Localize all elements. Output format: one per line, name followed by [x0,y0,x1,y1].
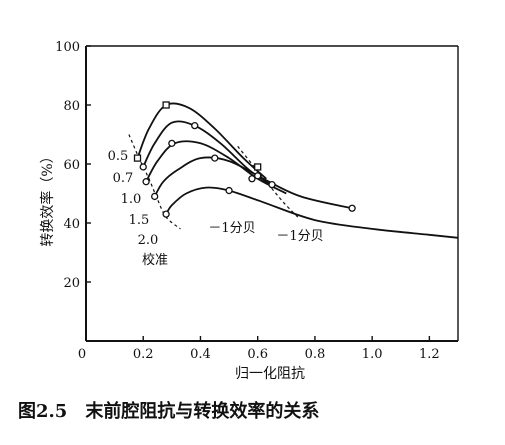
marker-0-2 [254,163,262,171]
annotation-6: －1分贝 [208,221,255,236]
figure-caption: 图2.5 末前腔阻抗与转换效率的关系 [18,401,320,422]
marker-3-3 [348,204,356,212]
annotation-5: 校准 [142,252,168,268]
curve-label-2: 1.0 [121,192,142,207]
marker-1-1 [191,122,199,130]
labels: 归一化阻抗 转换效率（%） 0.5 0.7 1.0 1.5 2.0 校准 －1分贝 －1分贝 [39,149,324,382]
curve-label-3: 1.5 [129,213,150,228]
series-line-0 [136,102,267,180]
x-tick-label-0: 0 [78,347,86,362]
db-boundary-right [237,145,299,218]
marker-3-2 [268,180,276,189]
marker-0-0 [133,154,142,162]
series-line-4 [165,186,459,239]
x-tick-label-4: 0.8 [305,347,326,362]
x-tick-label-6: 1.2 [419,347,440,362]
curve-label-0: 0.5 [108,149,129,164]
marker-3-0 [151,192,159,201]
x-tick-label-5: 1.0 [362,347,383,362]
x-tick-label-3: 0.6 [247,347,268,362]
marker-4-0 [162,210,170,218]
marker-3-1 [211,154,219,162]
marker-1-2 [254,172,262,180]
x-axis-label: 归一化阻抗 [235,365,305,382]
y-axis-label: 转换效率（%） [39,149,56,246]
marker-2-0 [142,178,150,186]
y-tick-label-2: 60 [63,158,80,173]
y-tick-label-0: 20 [63,276,80,291]
y-tick-label-1: 40 [63,217,80,232]
x-tick-label-2: 0.4 [190,347,211,362]
curve-label-4: 2.0 [138,233,159,248]
markers [133,101,356,218]
marker-1-0 [139,163,147,171]
curves [136,102,459,239]
curve-label-1: 0.7 [113,171,134,186]
axes [85,45,459,342]
x-tick-label-1: 0.2 [133,347,154,362]
marker-2-1 [168,139,176,148]
annotation-7: －1分贝 [276,229,323,244]
marker-2-2 [248,175,256,183]
series-line-2 [145,140,287,195]
marker-4-1 [225,186,233,195]
marker-0-1 [162,101,170,109]
y-tick-label-3: 80 [63,99,80,114]
ticks: 0 0.2 0.4 0.6 0.8 1.0 1.2 20 40 60 80 100 [55,40,440,362]
y-tick-label-4: 100 [55,40,80,55]
